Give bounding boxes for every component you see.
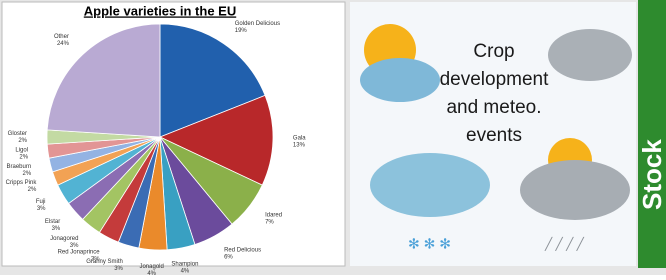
slice-label: Other <box>54 34 69 40</box>
slice-value: 19% <box>235 28 248 34</box>
slice-value: 3% <box>52 226 61 232</box>
slice-value: 2% <box>23 171 32 177</box>
slice-value: 7% <box>265 220 274 226</box>
slice-value: 2% <box>18 138 27 144</box>
slice-value: 4% <box>181 269 190 275</box>
slice-label: Cripps Pink <box>6 180 38 186</box>
weather-panel: ✻ ✻ ✻ ╱ ╱ ╱ ╱ Crop development and meteo… <box>350 2 636 266</box>
slice-label: Shampion <box>171 262 198 268</box>
slice-value: 6% <box>224 255 233 261</box>
slice-label: Gala <box>293 135 306 141</box>
slice-label: Ligol <box>15 148 28 154</box>
slice-label: Red Jonaprince <box>58 250 101 256</box>
rain: ╱ ╱ ╱ ╱ <box>544 236 585 251</box>
cloud <box>520 160 630 220</box>
cloud <box>370 153 490 217</box>
slice-label: Jonagold <box>139 264 163 270</box>
slice-label: Red Delicious <box>224 248 261 254</box>
side-panel <box>638 0 666 268</box>
slice-value: 24% <box>57 41 70 47</box>
chart-title: Apple varieties in the EU <box>84 3 236 18</box>
slice-value: 2% <box>28 187 37 193</box>
cloud <box>548 29 632 81</box>
cloud <box>360 58 440 102</box>
side-label: Stock <box>637 139 666 210</box>
slice-value: 4% <box>147 271 156 275</box>
slice-value: 2% <box>19 155 28 161</box>
slice-label: Fuji <box>36 199 46 205</box>
slice-label: Golden Delicious <box>235 21 280 27</box>
slice-label: Elstar <box>45 219 60 225</box>
slice-label: Gloster <box>8 131 27 137</box>
slice-value: 3% <box>91 257 100 263</box>
panel-text: Crop <box>473 41 514 62</box>
slice-label: Idared <box>265 213 282 219</box>
slice-label: Jonagored <box>50 236 78 242</box>
slice-value: 13% <box>293 142 306 148</box>
panel-text: development <box>440 69 550 90</box>
slice-value: 3% <box>37 206 46 212</box>
screenshot: Apple varieties in the EU ✻ ✻ ✻ ╱ ╱ ╱ ╱ … <box>0 0 666 275</box>
slice-value: 3% <box>70 243 79 249</box>
slice-label: Braeburn <box>6 164 31 170</box>
panel-text: and meteo. <box>446 97 541 118</box>
snowflakes: ✻ ✻ ✻ <box>408 236 451 252</box>
slice-value: 3% <box>114 266 123 272</box>
panel-text: events <box>466 125 522 146</box>
